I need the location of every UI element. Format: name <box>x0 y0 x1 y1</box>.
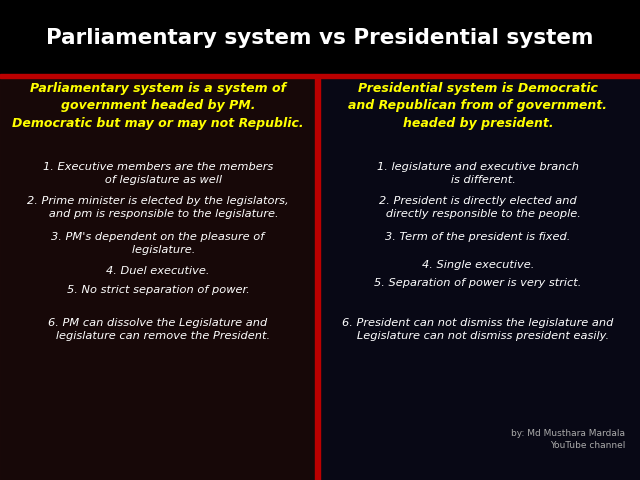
Text: 2. Prime minister is elected by the legislators,
   and pm is responsible to the: 2. Prime minister is elected by the legi… <box>27 196 289 219</box>
Text: 1. Executive members are the members
   of legislature as well: 1. Executive members are the members of … <box>43 162 273 185</box>
Text: 1. legislature and executive branch
   is different.: 1. legislature and executive branch is d… <box>377 162 579 185</box>
Text: Parliamentary system is a system of
government headed by PM.
Democratic but may : Parliamentary system is a system of gove… <box>12 82 304 130</box>
Text: 3. Term of the president is fixed.: 3. Term of the president is fixed. <box>385 232 571 242</box>
Text: 4. Duel executive.: 4. Duel executive. <box>106 266 210 276</box>
Text: 6. President can not dismiss the legislature and
   Legislature can not dismiss : 6. President can not dismiss the legisla… <box>342 318 614 341</box>
Text: 3. PM's dependent on the pleasure of
   legislature.: 3. PM's dependent on the pleasure of leg… <box>51 232 264 255</box>
Text: YouTube channel: YouTube channel <box>550 441 625 450</box>
Text: 6. PM can dissolve the Legislature and
   legislature can remove the President.: 6. PM can dissolve the Legislature and l… <box>45 318 271 341</box>
Bar <box>0 78 316 480</box>
Text: 2. President is directly elected and
   directly responsible to the people.: 2. President is directly elected and dir… <box>375 196 581 219</box>
Bar <box>320 78 640 480</box>
Text: 5. No strict separation of power.: 5. No strict separation of power. <box>67 285 250 295</box>
Bar <box>0 74 640 78</box>
Text: 5. Separation of power is very strict.: 5. Separation of power is very strict. <box>374 278 582 288</box>
Text: 4. Single executive.: 4. Single executive. <box>422 260 534 270</box>
Bar <box>315 78 320 480</box>
Bar <box>0 0 640 75</box>
Text: by: Md Musthara Mardala: by: Md Musthara Mardala <box>511 429 625 438</box>
Text: Parliamentary system vs Presidential system: Parliamentary system vs Presidential sys… <box>46 28 594 48</box>
Text: Presidential system is Democratic
and Republican from of government.
headed by p: Presidential system is Democratic and Re… <box>349 82 607 130</box>
